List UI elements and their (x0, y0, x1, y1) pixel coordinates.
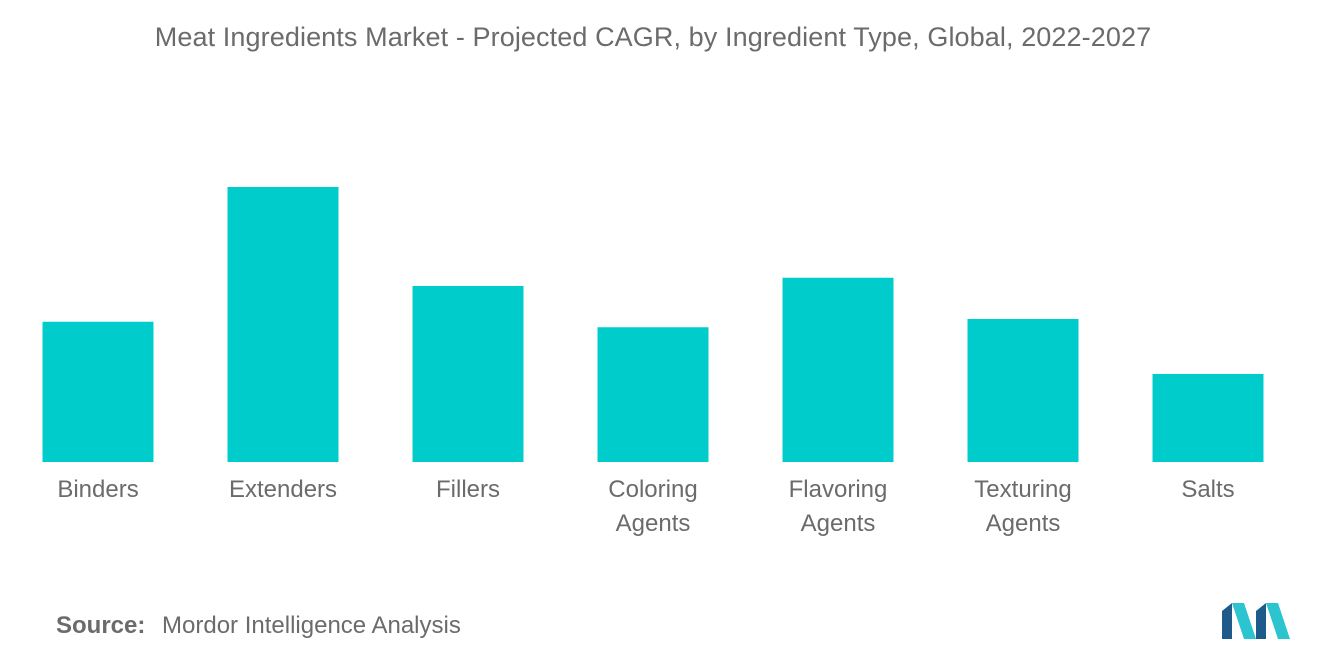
category-label-extenders: Extenders (229, 476, 337, 503)
logo-shape-1 (1222, 603, 1232, 639)
bar-binders (42, 321, 154, 462)
category-label-flavoring-agents: Flavoring Agents (789, 476, 888, 537)
bar-flavoring-agents (782, 277, 894, 462)
bar-chart: Binders Extenders Fillers Coloring Agents Fla… (42, 187, 1264, 537)
logo-shape-3 (1256, 603, 1266, 639)
logo-shape-4 (1266, 603, 1290, 639)
source-label: Source: (56, 612, 146, 639)
bar-coloring-agents (597, 327, 709, 462)
category-label-fillers: Fillers (436, 476, 500, 503)
bar-extenders (227, 187, 339, 462)
mordor-intelligence-logo-icon (1222, 603, 1290, 639)
category-label-coloring-agents: Coloring Agents (608, 476, 697, 537)
source-note: Source: Mordor Intelligence Analysis (56, 612, 461, 640)
category-label-texturing-agents: Texturing Agents (974, 476, 1071, 537)
bar-texturing-agents (967, 319, 1079, 462)
bar-salts (1152, 374, 1264, 462)
chart-title: Meat Ingredients Market - Projected CAGR… (154, 22, 1152, 52)
category-label-salts: Salts (1181, 476, 1234, 503)
bar-fillers (412, 286, 524, 462)
category-label-binders: Binders (57, 476, 138, 503)
logo-shape-2 (1232, 603, 1256, 639)
source-text: Mordor Intelligence Analysis (162, 612, 461, 639)
